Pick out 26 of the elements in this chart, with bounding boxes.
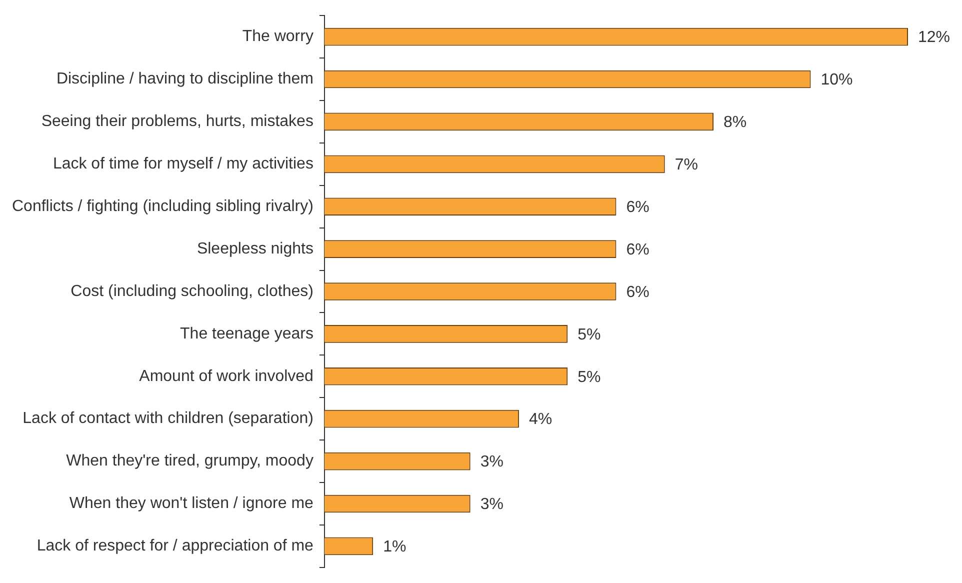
data-label: 6% [626, 199, 650, 216]
data-label: 1% [383, 538, 406, 556]
data-label: 5% [578, 326, 601, 344]
y-tick-label: The teenage years [180, 325, 314, 342]
data-label: 4% [528, 411, 552, 428]
y-tick-label: Discipline / having to discipline them [56, 70, 314, 88]
y-tick-label: Seeing their problems, hurts, mistakes [41, 113, 314, 130]
y-tick-label: Cost (including schooling, clothes) [70, 282, 314, 300]
y-tick-label: Conflicts / fighting (including sibling rivalry) [12, 198, 314, 216]
y-tick-label: Amount of work involved [139, 368, 314, 385]
y-tick-label: When they won't listen / ignore me [69, 495, 314, 512]
y-tick-label: Sleepless nights [196, 240, 314, 258]
data-label: 5% [578, 368, 601, 386]
data-label: 3% [480, 454, 504, 471]
y-tick-label: Lack of time for myself / my activities [52, 156, 314, 173]
data-label: 6% [626, 241, 650, 258]
data-label: 10% [820, 72, 853, 89]
data-label: 12% [918, 29, 950, 46]
data-label: 3% [480, 496, 504, 514]
data-label: 6% [626, 284, 650, 301]
data-label: 8% [723, 114, 747, 132]
data-label: 7% [674, 156, 698, 174]
y-tick-label: When they're tired, grumpy, moody [66, 452, 314, 470]
y-tick-label: Lack of contact with children (separation) [22, 410, 314, 428]
y-tick-label: Lack of respect for / appreciation of me [36, 538, 314, 555]
y-tick-label: The worry [242, 28, 314, 46]
